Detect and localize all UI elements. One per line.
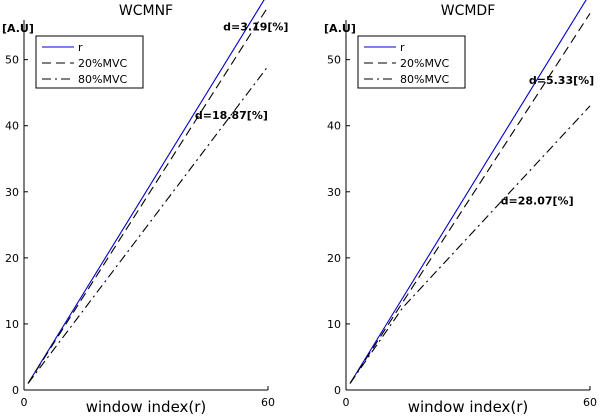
series-line-r [27, 0, 265, 384]
series-line-20-mvc [27, 6, 269, 384]
chart-title: WCMNF [119, 3, 173, 19]
y-tick-label: 40 [327, 120, 341, 133]
y-axis-label: [A.U] [2, 22, 34, 35]
chart-panel-wcmdf: WCMDF 0 10 20 30 40 50 0 60 [A.U] window index(r) d… [324, 0, 597, 416]
x-tick-label: 60 [583, 396, 597, 409]
y-tick-label: 50 [327, 54, 341, 67]
series-line-r [349, 0, 587, 384]
y-tick-label: 50 [5, 54, 19, 67]
series-line-80-mvc [349, 105, 591, 384]
x-axis-label: window index(r) [408, 398, 529, 416]
legend-box [357, 35, 466, 89]
annotation-label: d=28.07[%] [501, 194, 574, 207]
chart-title: WCMDF [441, 3, 496, 19]
x-tick-label: 0 [21, 396, 28, 409]
y-tick-label: 20 [327, 252, 341, 265]
legend: r 20%MVC 80%MVC [357, 35, 466, 89]
x-tick-label: 60 [261, 396, 275, 409]
annotation-label: d=3.19[%] [223, 21, 288, 34]
x-tick-label: 0 [343, 396, 350, 409]
x-axis-label: window index(r) [86, 398, 207, 416]
legend-entry-80-mvc: 80%MVC [400, 73, 449, 86]
y-tick-label: 0 [334, 384, 341, 397]
legend-entry-20-mvc: 20%MVC [78, 57, 127, 70]
y-axis-label: [A.U] [324, 22, 356, 35]
y-tick-label: 0 [12, 384, 19, 397]
y-tick-label: 20 [5, 252, 19, 265]
y-tick-label: 30 [5, 186, 19, 199]
chart-panel-wcmnf: WCMNF 0 10 20 30 40 50 0 60 [A.U] window index(r) d… [2, 0, 288, 416]
y-tick-label: 10 [327, 318, 341, 331]
legend-entry-80-mvc: 80%MVC [78, 73, 127, 86]
legend-entry-20-mvc: 20%MVC [400, 57, 449, 70]
legend-entry-r: r [78, 41, 83, 54]
series-line-20-mvc [349, 13, 591, 384]
legend: r 20%MVC 80%MVC [35, 35, 144, 89]
annotation-label: d=18.87[%] [195, 109, 268, 122]
y-tick-label: 40 [5, 120, 19, 133]
legend-entry-r: r [400, 41, 405, 54]
y-tick-label: 30 [327, 186, 341, 199]
series-line-80-mvc [27, 65, 269, 384]
y-tick-label: 10 [5, 318, 19, 331]
annotation-label: d=5.33[%] [529, 74, 594, 87]
legend-box [35, 35, 144, 89]
